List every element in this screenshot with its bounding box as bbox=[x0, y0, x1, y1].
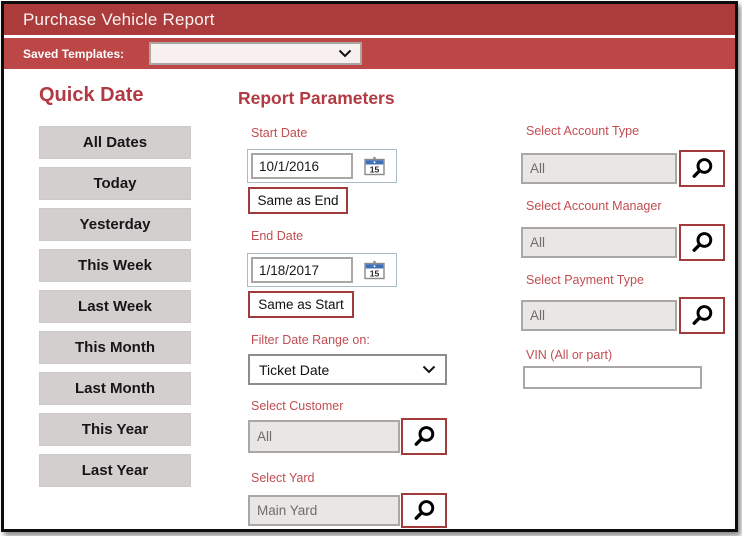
account-type-search-button[interactable] bbox=[679, 150, 725, 187]
magnifier-icon bbox=[689, 303, 715, 329]
quick-date-button-last-week[interactable]: Last Week bbox=[39, 290, 191, 323]
same-as-end-button[interactable]: Same as End bbox=[248, 187, 348, 214]
chevron-down-icon bbox=[422, 365, 436, 374]
svg-text:15: 15 bbox=[370, 268, 380, 278]
select-yard-label: Select Yard bbox=[251, 471, 315, 485]
account-type-input[interactable] bbox=[521, 153, 677, 184]
account-manager-input[interactable] bbox=[521, 227, 677, 258]
magnifier-icon bbox=[689, 156, 715, 182]
yard-input[interactable] bbox=[248, 495, 400, 526]
start-date-calendar-button[interactable]: 15 bbox=[353, 150, 396, 182]
report-form-content: Quick Date All Dates Today Yesterday Thi… bbox=[4, 69, 735, 529]
svg-text:15: 15 bbox=[370, 164, 380, 174]
saved-templates-label: Saved Templates: bbox=[23, 46, 125, 61]
end-date-picker: 15 bbox=[247, 253, 397, 287]
yard-search-button[interactable] bbox=[401, 493, 447, 528]
quick-date-button-all-dates[interactable]: All Dates bbox=[39, 126, 191, 159]
customer-search-button[interactable] bbox=[401, 418, 447, 455]
select-account-manager-label: Select Account Manager bbox=[526, 199, 662, 213]
title-separator bbox=[4, 35, 735, 38]
magnifier-icon bbox=[411, 424, 437, 450]
window-title-bar: Purchase Vehicle Report bbox=[4, 4, 735, 35]
select-account-type-label: Select Account Type bbox=[526, 124, 640, 138]
select-customer-label: Select Customer bbox=[251, 399, 344, 413]
start-date-picker: 15 bbox=[247, 149, 397, 183]
select-payment-type-label: Select Payment Type bbox=[526, 273, 644, 287]
calendar-icon: 15 bbox=[364, 156, 385, 176]
chevron-down-icon bbox=[338, 49, 352, 58]
report-parameters-heading: Report Parameters bbox=[238, 88, 395, 108]
quick-date-button-last-month[interactable]: Last Month bbox=[39, 372, 191, 405]
customer-input[interactable] bbox=[248, 420, 400, 453]
quick-date-button-this-month[interactable]: This Month bbox=[39, 331, 191, 364]
quick-date-button-this-year[interactable]: This Year bbox=[39, 413, 191, 446]
window-title: Purchase Vehicle Report bbox=[23, 9, 215, 29]
calendar-icon: 15 bbox=[364, 260, 385, 280]
end-date-calendar-button[interactable]: 15 bbox=[353, 254, 396, 286]
start-date-input[interactable] bbox=[251, 153, 353, 179]
end-date-label: End Date bbox=[251, 229, 304, 243]
magnifier-icon bbox=[689, 230, 715, 256]
payment-type-search-button[interactable] bbox=[679, 297, 725, 334]
payment-type-input[interactable] bbox=[521, 300, 677, 331]
saved-templates-bar: Saved Templates: bbox=[4, 38, 735, 69]
quick-date-button-last-year[interactable]: Last Year bbox=[39, 454, 191, 487]
quick-date-button-today[interactable]: Today bbox=[39, 167, 191, 200]
start-date-label: Start Date bbox=[251, 126, 308, 140]
quick-date-heading: Quick Date bbox=[39, 84, 144, 106]
filter-date-range-dropdown[interactable]: Ticket Date bbox=[248, 354, 447, 385]
magnifier-icon bbox=[411, 498, 437, 524]
vin-input[interactable] bbox=[523, 366, 702, 389]
quick-date-button-this-week[interactable]: This Week bbox=[39, 249, 191, 282]
end-date-input[interactable] bbox=[251, 257, 353, 283]
vin-label: VIN (All or part) bbox=[526, 348, 613, 362]
account-manager-search-button[interactable] bbox=[679, 224, 725, 261]
saved-templates-dropdown[interactable] bbox=[149, 42, 363, 65]
filter-date-range-selected-value: Ticket Date bbox=[259, 361, 330, 378]
same-as-start-button[interactable]: Same as Start bbox=[248, 291, 354, 318]
filter-date-range-label: Filter Date Range on: bbox=[251, 333, 370, 347]
quick-date-button-yesterday[interactable]: Yesterday bbox=[39, 208, 191, 241]
